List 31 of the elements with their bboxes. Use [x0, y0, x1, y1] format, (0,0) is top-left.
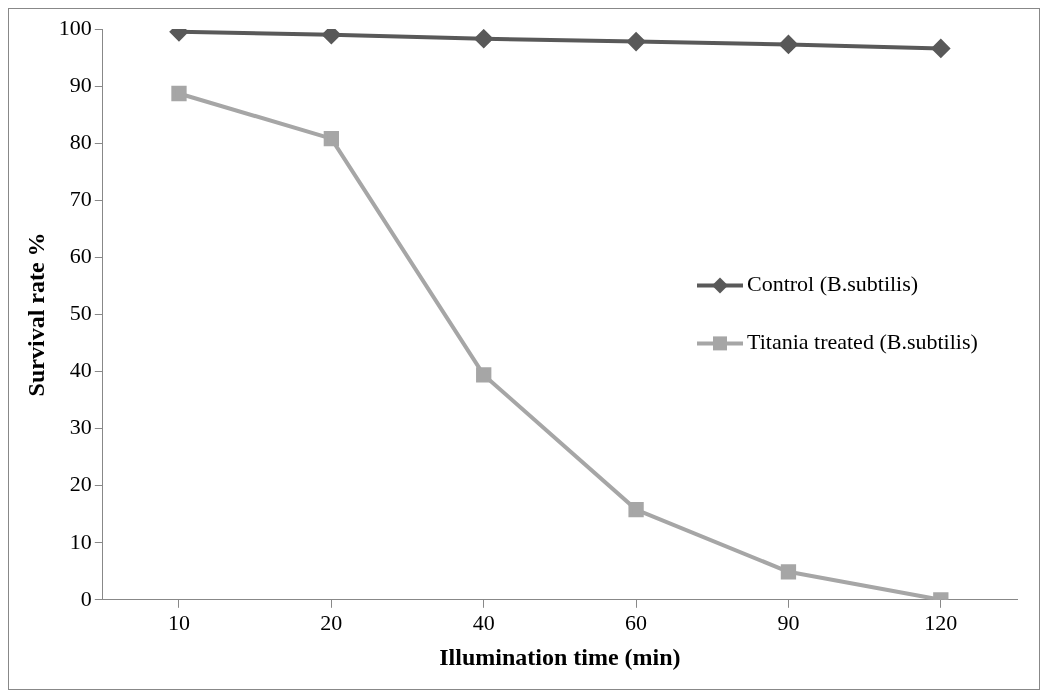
legend-label: Titania treated (B.subtilis) [747, 329, 978, 355]
x-tick-label: 40 [472, 609, 495, 635]
y-tick-label: 0 [80, 585, 92, 611]
point [476, 367, 492, 383]
y-tick-label: 20 [69, 471, 92, 497]
point [931, 39, 950, 58]
y-tick-label: 70 [69, 186, 92, 212]
y-tick-label: 60 [69, 243, 92, 269]
x-tick-label: 120 [924, 609, 958, 635]
point [779, 35, 798, 54]
y-tick-label: 90 [69, 71, 92, 97]
point [627, 32, 646, 51]
x-axis-title: Illumination time (min) [439, 643, 681, 670]
y-tick-label: 50 [69, 300, 92, 326]
y-tick-label: 10 [69, 528, 92, 554]
x-tick-label: 90 [777, 609, 800, 635]
point [474, 29, 493, 48]
point [322, 29, 341, 44]
y-tick-label: 30 [69, 414, 92, 440]
y-tick-label: 40 [69, 357, 92, 383]
point [780, 564, 797, 580]
legend-label: Control (B.subtilis) [747, 271, 919, 297]
x-tick-label: 10 [167, 609, 190, 635]
point [323, 130, 340, 147]
y-tick-label: 100 [58, 14, 92, 40]
point [171, 85, 187, 102]
y-axis-title: Survival rate % [22, 232, 49, 397]
x-tick-label: 60 [625, 609, 648, 635]
point [628, 501, 644, 518]
x-tick-label: 20 [320, 609, 343, 635]
y-tick-label: 80 [69, 128, 92, 154]
